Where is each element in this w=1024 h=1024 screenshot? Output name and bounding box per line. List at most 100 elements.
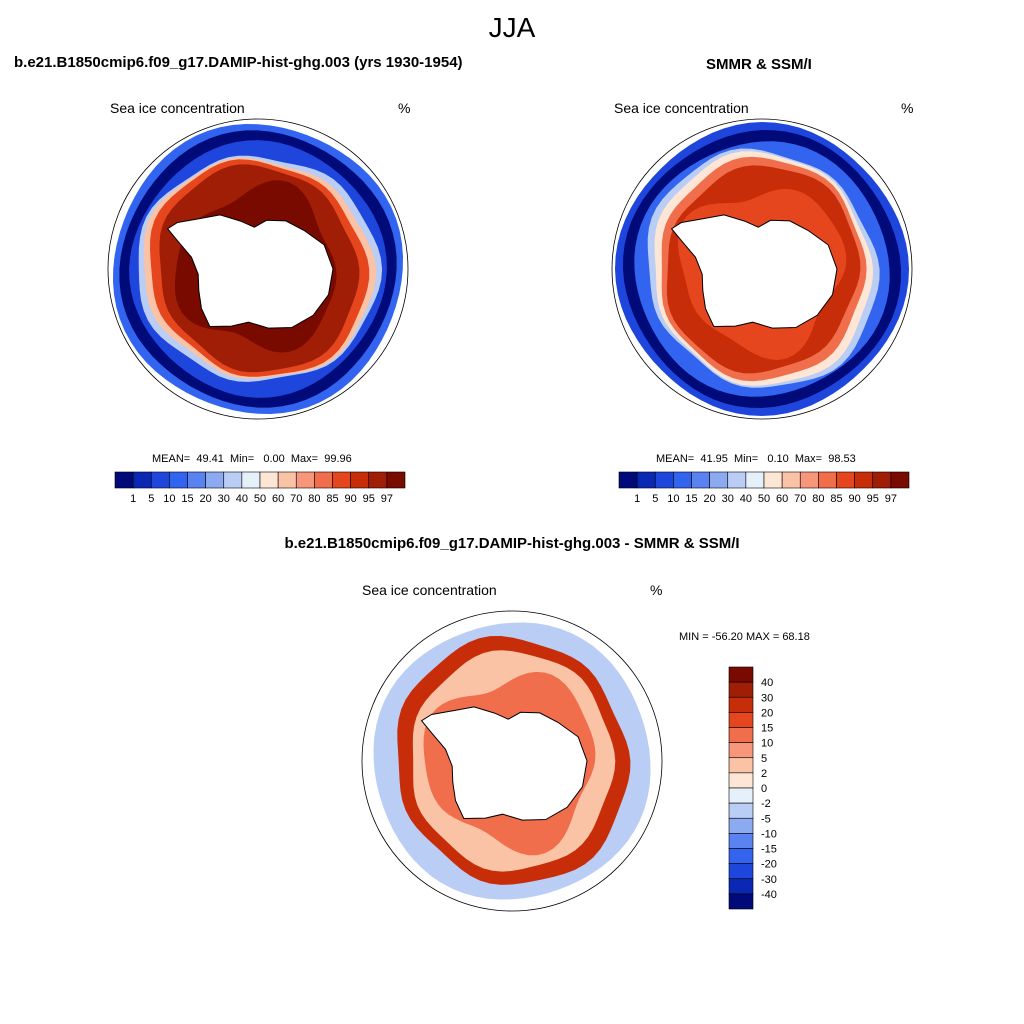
colorbar-swatch <box>728 802 754 819</box>
colorbar-swatch <box>728 742 754 759</box>
colorbar-swatch <box>150 471 170 489</box>
colorbar-swatch <box>728 833 754 849</box>
colorbar-tick-label: 97 <box>381 493 393 505</box>
colorbar-swatch <box>872 471 892 489</box>
colorbar-tick-label: 85 <box>830 493 842 505</box>
colorbar-tick-label: -15 <box>761 844 777 856</box>
units-label-model: % <box>398 100 411 116</box>
colorbar-tick-label: 70 <box>794 493 806 505</box>
colorbar-tick-label: 30 <box>218 493 230 505</box>
colorbar-swatch <box>728 878 754 895</box>
panel-title-model: b.e21.B1850cmip6.f09_g17.DAMIP-hist-ghg.… <box>14 54 463 71</box>
mean-value: 49.41 <box>196 453 224 465</box>
colorbar-tick-label: 97 <box>885 493 897 505</box>
min-label: Min= <box>734 453 759 465</box>
mean-value: 41.95 <box>700 453 728 465</box>
colorbar-tick-label: 40 <box>761 677 773 689</box>
stats-obs: MEAN= 41.95 Min= 0.10 Max= 98.53 <box>656 453 856 465</box>
min-label: Min= <box>230 453 255 465</box>
panel-title-obs: SMMR & SSM/I <box>706 56 812 73</box>
panel-title-diff: b.e21.B1850cmip6.f09_g17.DAMIP-hist-ghg.… <box>284 535 740 552</box>
colorbar-tick-label: 0 <box>761 783 767 795</box>
colorbar-swatch <box>728 893 754 910</box>
colorbar-swatch <box>169 471 188 489</box>
units-label-diff: % <box>650 582 663 598</box>
colorbar-tick-label: 5 <box>148 493 154 505</box>
colorbar-swatch <box>728 787 754 804</box>
colorbar-tick-label: 2 <box>761 768 767 780</box>
min-value: 0.00 <box>263 453 285 465</box>
colorbar-tick-label: 20 <box>200 493 212 505</box>
colorbar-tick-label: 1 <box>634 493 640 505</box>
colorbar-tick-label: 15 <box>181 493 193 505</box>
min-value: 0.10 <box>767 453 789 465</box>
colorbar-tick-label: 85 <box>326 493 338 505</box>
colorbar-swatch <box>368 471 388 489</box>
colorbar-tick-label: 60 <box>776 493 788 505</box>
max-label: Max= <box>290 453 319 465</box>
colorbar-tick-label: 15 <box>761 723 773 735</box>
colorbar-tick-label: -2 <box>761 798 771 810</box>
colorbar-swatch <box>728 696 754 713</box>
colorbar-swatch <box>728 848 754 864</box>
colorbar-swatch <box>314 471 333 489</box>
colorbar-swatch <box>205 471 225 489</box>
colorbar-swatch <box>223 471 243 489</box>
colorbar-swatch <box>332 471 351 489</box>
figure-title: JJA <box>488 12 536 43</box>
polar-map-obs <box>611 118 913 420</box>
max-value: 99.96 <box>324 453 352 465</box>
colorbar-tick-label: 15 <box>685 493 697 505</box>
colorbar-tick-label: 20 <box>761 707 773 719</box>
colorbar-swatch <box>691 471 710 489</box>
colorbar-tick-label: 95 <box>363 493 375 505</box>
polar-map-diff <box>361 610 663 912</box>
colorbar-tick-label: 50 <box>254 493 266 505</box>
mean-label: MEAN= <box>656 453 695 465</box>
colorbar-tick-label: -30 <box>761 874 777 886</box>
map-boundary <box>611 118 913 420</box>
stats-model: MEAN= 49.41 Min= 0.00 Max= 99.96 <box>152 453 352 465</box>
colorbar-swatch <box>259 471 279 489</box>
colorbar-tick-label: 10 <box>761 738 773 750</box>
colorbar-tick-label: 50 <box>758 493 770 505</box>
variable-label-obs: Sea ice concentration <box>614 100 749 116</box>
colorbar-swatch <box>114 471 134 489</box>
colorbar-tick-label: 5 <box>761 753 767 765</box>
colorbar-swatch <box>763 471 783 489</box>
map-boundary <box>361 610 663 912</box>
colorbar-swatch <box>728 712 754 728</box>
colorbar-swatch <box>836 471 855 489</box>
colorbar-swatch <box>854 471 874 489</box>
colorbar-swatch <box>890 471 910 489</box>
antarctica-land <box>166 214 334 329</box>
colorbar-swatch <box>386 471 406 489</box>
colorbar-swatch <box>636 471 656 489</box>
max-value: 98.53 <box>828 453 856 465</box>
colorbar-tick-label: 60 <box>272 493 284 505</box>
colorbar-swatch <box>818 471 837 489</box>
colorbar-swatch <box>728 757 754 774</box>
colorbar-tick-label: 80 <box>812 493 824 505</box>
colorbar-swatch <box>187 471 206 489</box>
colorbar-swatch <box>350 471 370 489</box>
colorbar-tick-label: 30 <box>761 692 773 704</box>
variable-label-diff: Sea ice concentration <box>362 582 497 598</box>
colorbar-swatch <box>709 471 729 489</box>
colorbar-tick-label: 70 <box>290 493 302 505</box>
colorbar-tick-label: 10 <box>163 493 175 505</box>
colorbar-swatch <box>618 471 638 489</box>
colorbar-tick-label: -40 <box>761 889 777 901</box>
mean-label: MEAN= <box>152 453 191 465</box>
colorbar-tick-label: 90 <box>849 493 861 505</box>
colorbar-swatch <box>132 471 152 489</box>
polar-map-model <box>107 118 409 420</box>
colorbar-model: 1 5 10 15 20 30 40 50 60 70 80 85 90 95 97 <box>114 471 406 505</box>
colorbar-tick-label: 90 <box>345 493 357 505</box>
colorbar-swatch <box>241 471 261 489</box>
colorbar-tick-label: 40 <box>740 493 752 505</box>
colorbar-swatch <box>277 471 297 489</box>
colorbar-tick-label: 40 <box>236 493 248 505</box>
colorbar-swatch <box>781 471 801 489</box>
colorbar-swatch <box>728 727 754 743</box>
